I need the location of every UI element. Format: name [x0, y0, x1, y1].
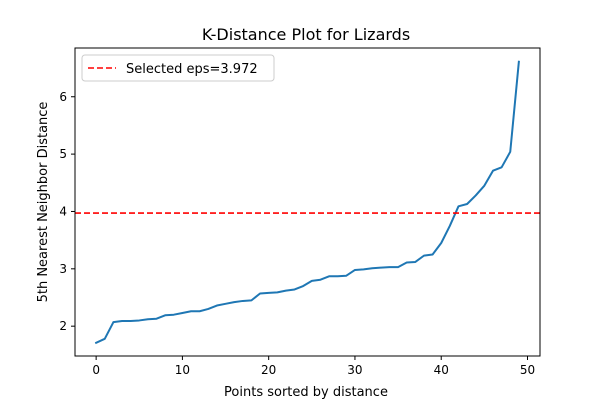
- legend: Selected eps=3.972: [81, 54, 275, 82]
- x-tick-label-20: 20: [261, 363, 276, 377]
- series-line-0: [94, 60, 520, 345]
- x-tick-label-50: 50: [520, 363, 535, 377]
- axis-ticks: 0 10 20 30 40 50 2 3 4 5 6: [59, 47, 541, 377]
- x-tick-label-30: 30: [347, 363, 362, 377]
- legend-label-eps: Selected eps=3.972: [126, 62, 258, 77]
- y-tick-label-4: 4: [59, 204, 67, 218]
- x-axis-label: Points sorted by distance: [224, 385, 388, 400]
- y-tick-label-5: 5: [59, 147, 67, 161]
- x-tick-label-40: 40: [434, 363, 449, 377]
- chart-title: K-Distance Plot for Lizards: [202, 25, 410, 44]
- y-tick-label-3: 3: [59, 262, 67, 276]
- plot-frame: [74, 47, 541, 357]
- plot-area: [75, 60, 540, 345]
- x-tick-label-0: 0: [92, 363, 100, 377]
- x-tick-label-10: 10: [175, 363, 190, 377]
- y-axis-label: 5th Nearest Neighbor Distance: [36, 102, 51, 303]
- y-tick-label-2: 2: [59, 319, 67, 333]
- legend-frame: [81, 54, 275, 82]
- y-tick-label-6: 6: [59, 90, 67, 104]
